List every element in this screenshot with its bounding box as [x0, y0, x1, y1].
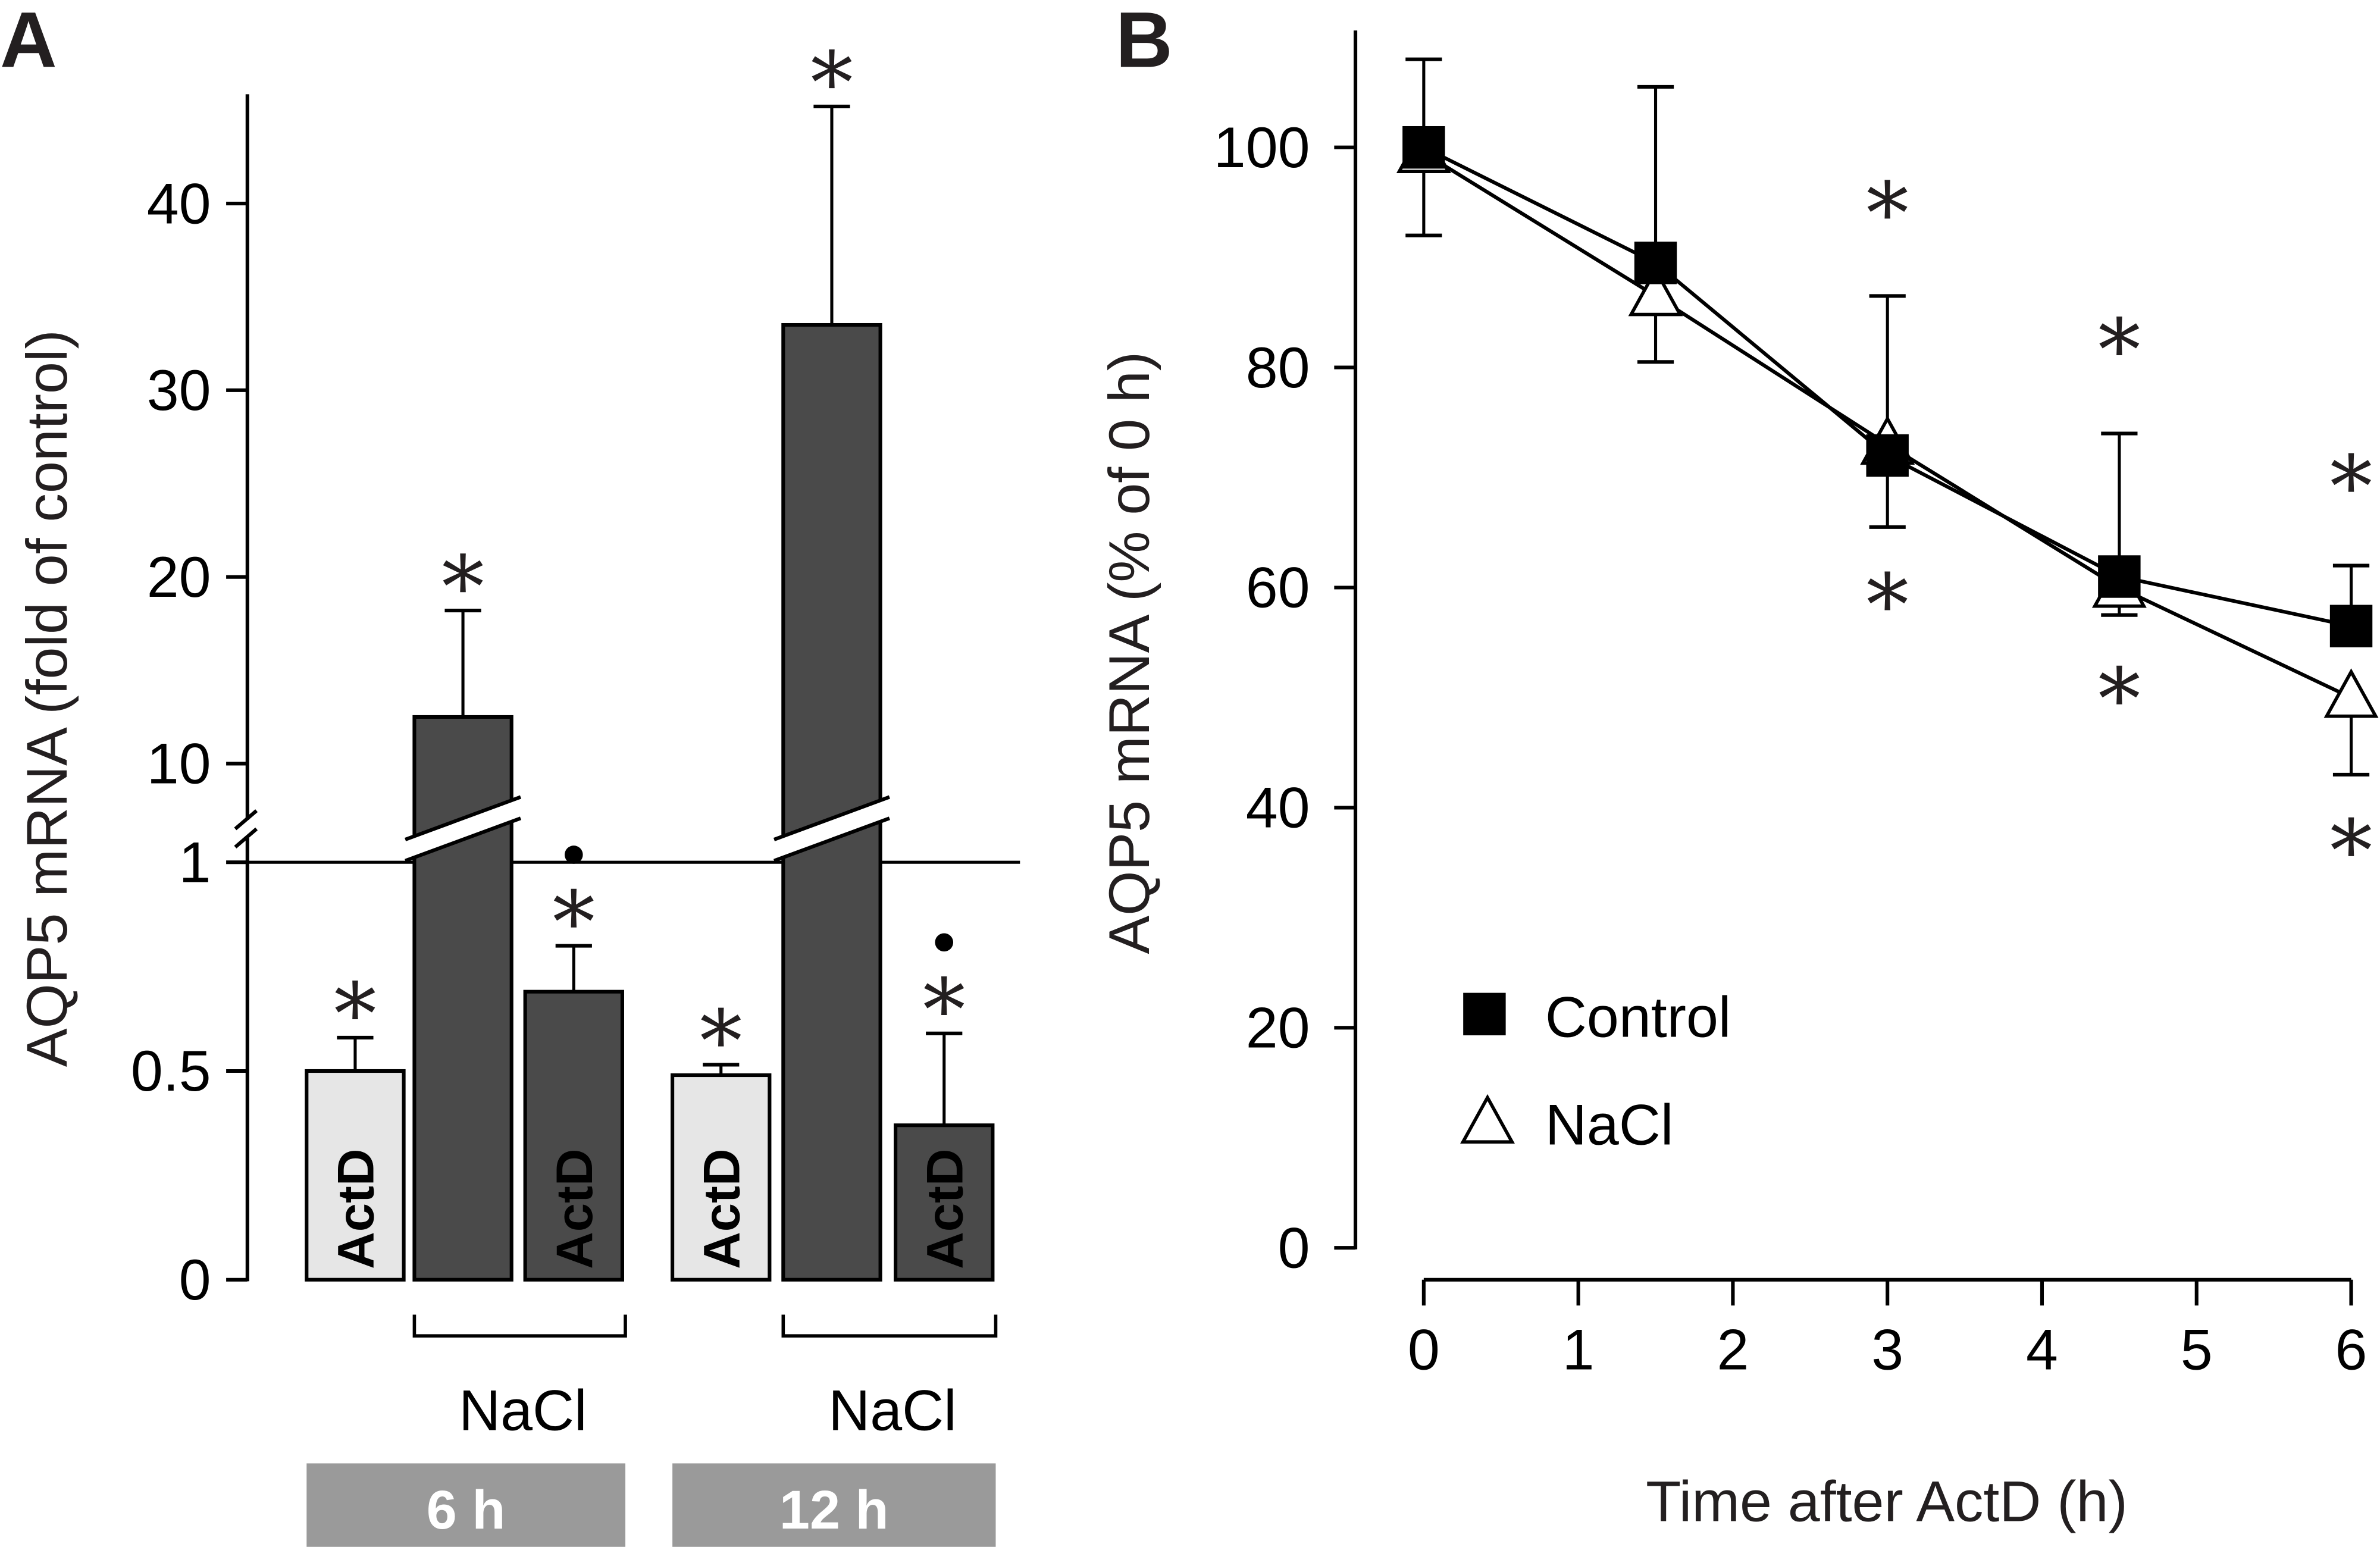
significance-dot — [564, 845, 583, 864]
panel-a-y-tick-label: 0.5 — [131, 1038, 211, 1103]
panel-b-y-tick-label: 40 — [1246, 775, 1310, 840]
bar-label-actd: ActD — [916, 1149, 973, 1269]
time-group-label: 12 h — [779, 1480, 889, 1540]
significance-asterisk: * — [334, 964, 376, 1064]
panel-label-a: A — [0, 0, 57, 84]
time-group-box — [672, 1463, 996, 1547]
significance-asterisk: * — [810, 33, 853, 133]
nacl-marker — [1628, 267, 1683, 317]
panel-b-series: * * * * * * — [1396, 57, 2379, 901]
panel-b-x-tick-label: 3 — [1871, 1317, 1903, 1382]
significance-asterisk: * — [441, 537, 484, 637]
time-group-box — [306, 1463, 626, 1547]
nacl-group-label: NaCl — [828, 1377, 956, 1442]
panel-a-y-tick-label: 20 — [147, 544, 211, 609]
panel-b-y-axis-title: AQP5 mRNA (% of 0 h) — [1097, 352, 1161, 954]
bar — [781, 322, 882, 1282]
panel-a-y-tick-label: 1 — [179, 829, 211, 894]
panel-b-x-tick-label: 2 — [1717, 1317, 1749, 1382]
bar — [671, 1073, 772, 1282]
nacl-marker — [2323, 668, 2379, 718]
panel-a-axis-break-mark — [234, 827, 258, 849]
panel-b-y-tick-label: 100 — [1214, 115, 1310, 180]
bar-break-line — [773, 795, 890, 841]
panel-b-x-tick-label: 6 — [2335, 1317, 2368, 1382]
significance-asterisk: * — [700, 992, 742, 1091]
panel-b-x-tick-label: 5 — [2181, 1317, 2213, 1382]
panel-a-groups: NaCl NaCl 6 h 12 h — [306, 1314, 998, 1547]
panel-b-x-axis-title: Time after ActD (h) — [1646, 1468, 2128, 1533]
bar-break-line — [773, 816, 890, 863]
panel-a-y-tick-label: 40 — [147, 171, 211, 236]
bar — [894, 1123, 995, 1282]
panel-a-y-tick-label: 30 — [147, 358, 211, 422]
panel-a-bar-chart: AQP5 mRNA (fold of control) 0 0.5 1 10 20 30 4… — [14, 33, 1020, 1547]
nacl-group-label: NaCl — [459, 1377, 587, 1442]
nacl-bracket — [412, 1314, 627, 1338]
significance-asterisk: * — [553, 873, 595, 972]
nacl-bracket — [781, 1314, 998, 1338]
panel-b-x-tick-label: 0 — [1408, 1317, 1440, 1382]
significance-dot — [935, 933, 954, 952]
bar-break-gap — [774, 797, 890, 861]
bar-label-actd: ActD — [327, 1149, 385, 1269]
significance-asterisk-nacl: * — [2098, 650, 2140, 749]
panel-a-y-tick-label: 0 — [179, 1247, 211, 1312]
bar-break-gap — [405, 797, 521, 861]
panel-b-axes: 0 20 40 60 80 100 0 1 2 3 4 5 6 — [1214, 30, 2368, 1382]
legend-nacl-marker — [1460, 1094, 1515, 1144]
legend-nacl-label: NaCl — [1545, 1092, 1673, 1157]
time-group-label: 6 h — [427, 1480, 506, 1540]
panel-b-x-tick-label: 4 — [2026, 1317, 2058, 1382]
panel-a-axis-break-mark — [234, 809, 258, 831]
bar — [305, 1069, 406, 1282]
bar-label-actd: ActD — [546, 1149, 603, 1269]
bar-break-line — [405, 816, 522, 863]
panel-b-y-tick-label: 0 — [1278, 1215, 1310, 1280]
panel-a-y-tick-label: 10 — [147, 731, 211, 796]
significance-asterisk-control: * — [2330, 437, 2372, 537]
panel-b-y-tick-label: 60 — [1246, 555, 1310, 620]
panel-b-legend: Control NaCl — [1460, 985, 1731, 1157]
panel-label-b: B — [1116, 0, 1173, 84]
control-marker — [2098, 555, 2141, 598]
panel-a-bars: * ActD * * ActD * ActD * * ActD — [305, 33, 995, 1282]
bar — [412, 715, 513, 1282]
bar-break-line — [405, 795, 522, 841]
control-marker — [1402, 126, 1445, 169]
panel-a-y-axis: 0 0.5 1 10 20 30 40 — [131, 94, 1020, 1312]
legend-control-marker — [1463, 992, 1506, 1036]
control-marker — [1634, 242, 1677, 284]
significance-asterisk-nacl: * — [1866, 556, 1908, 655]
bar-label-actd: ActD — [693, 1149, 750, 1269]
panel-b-y-tick-label: 80 — [1246, 335, 1310, 400]
significance-asterisk-control: * — [2098, 300, 2140, 400]
control-marker — [1866, 434, 1909, 477]
panel-b-x-tick-label: 1 — [1562, 1317, 1595, 1382]
control-marker — [2329, 605, 2373, 647]
legend-control-label: Control — [1545, 985, 1731, 1050]
significance-asterisk-control: * — [1866, 164, 1908, 263]
bar — [523, 989, 624, 1282]
panel-b-line-chart: AQP5 mRNA (% of 0 h) Time after ActD (h)… — [1097, 30, 2379, 1533]
significance-asterisk-nacl: * — [2330, 801, 2372, 901]
panel-b-y-tick-label: 20 — [1246, 995, 1310, 1060]
panel-a-y-axis-title: AQP5 mRNA (fold of control) — [14, 330, 79, 1067]
significance-asterisk: * — [923, 960, 965, 1060]
